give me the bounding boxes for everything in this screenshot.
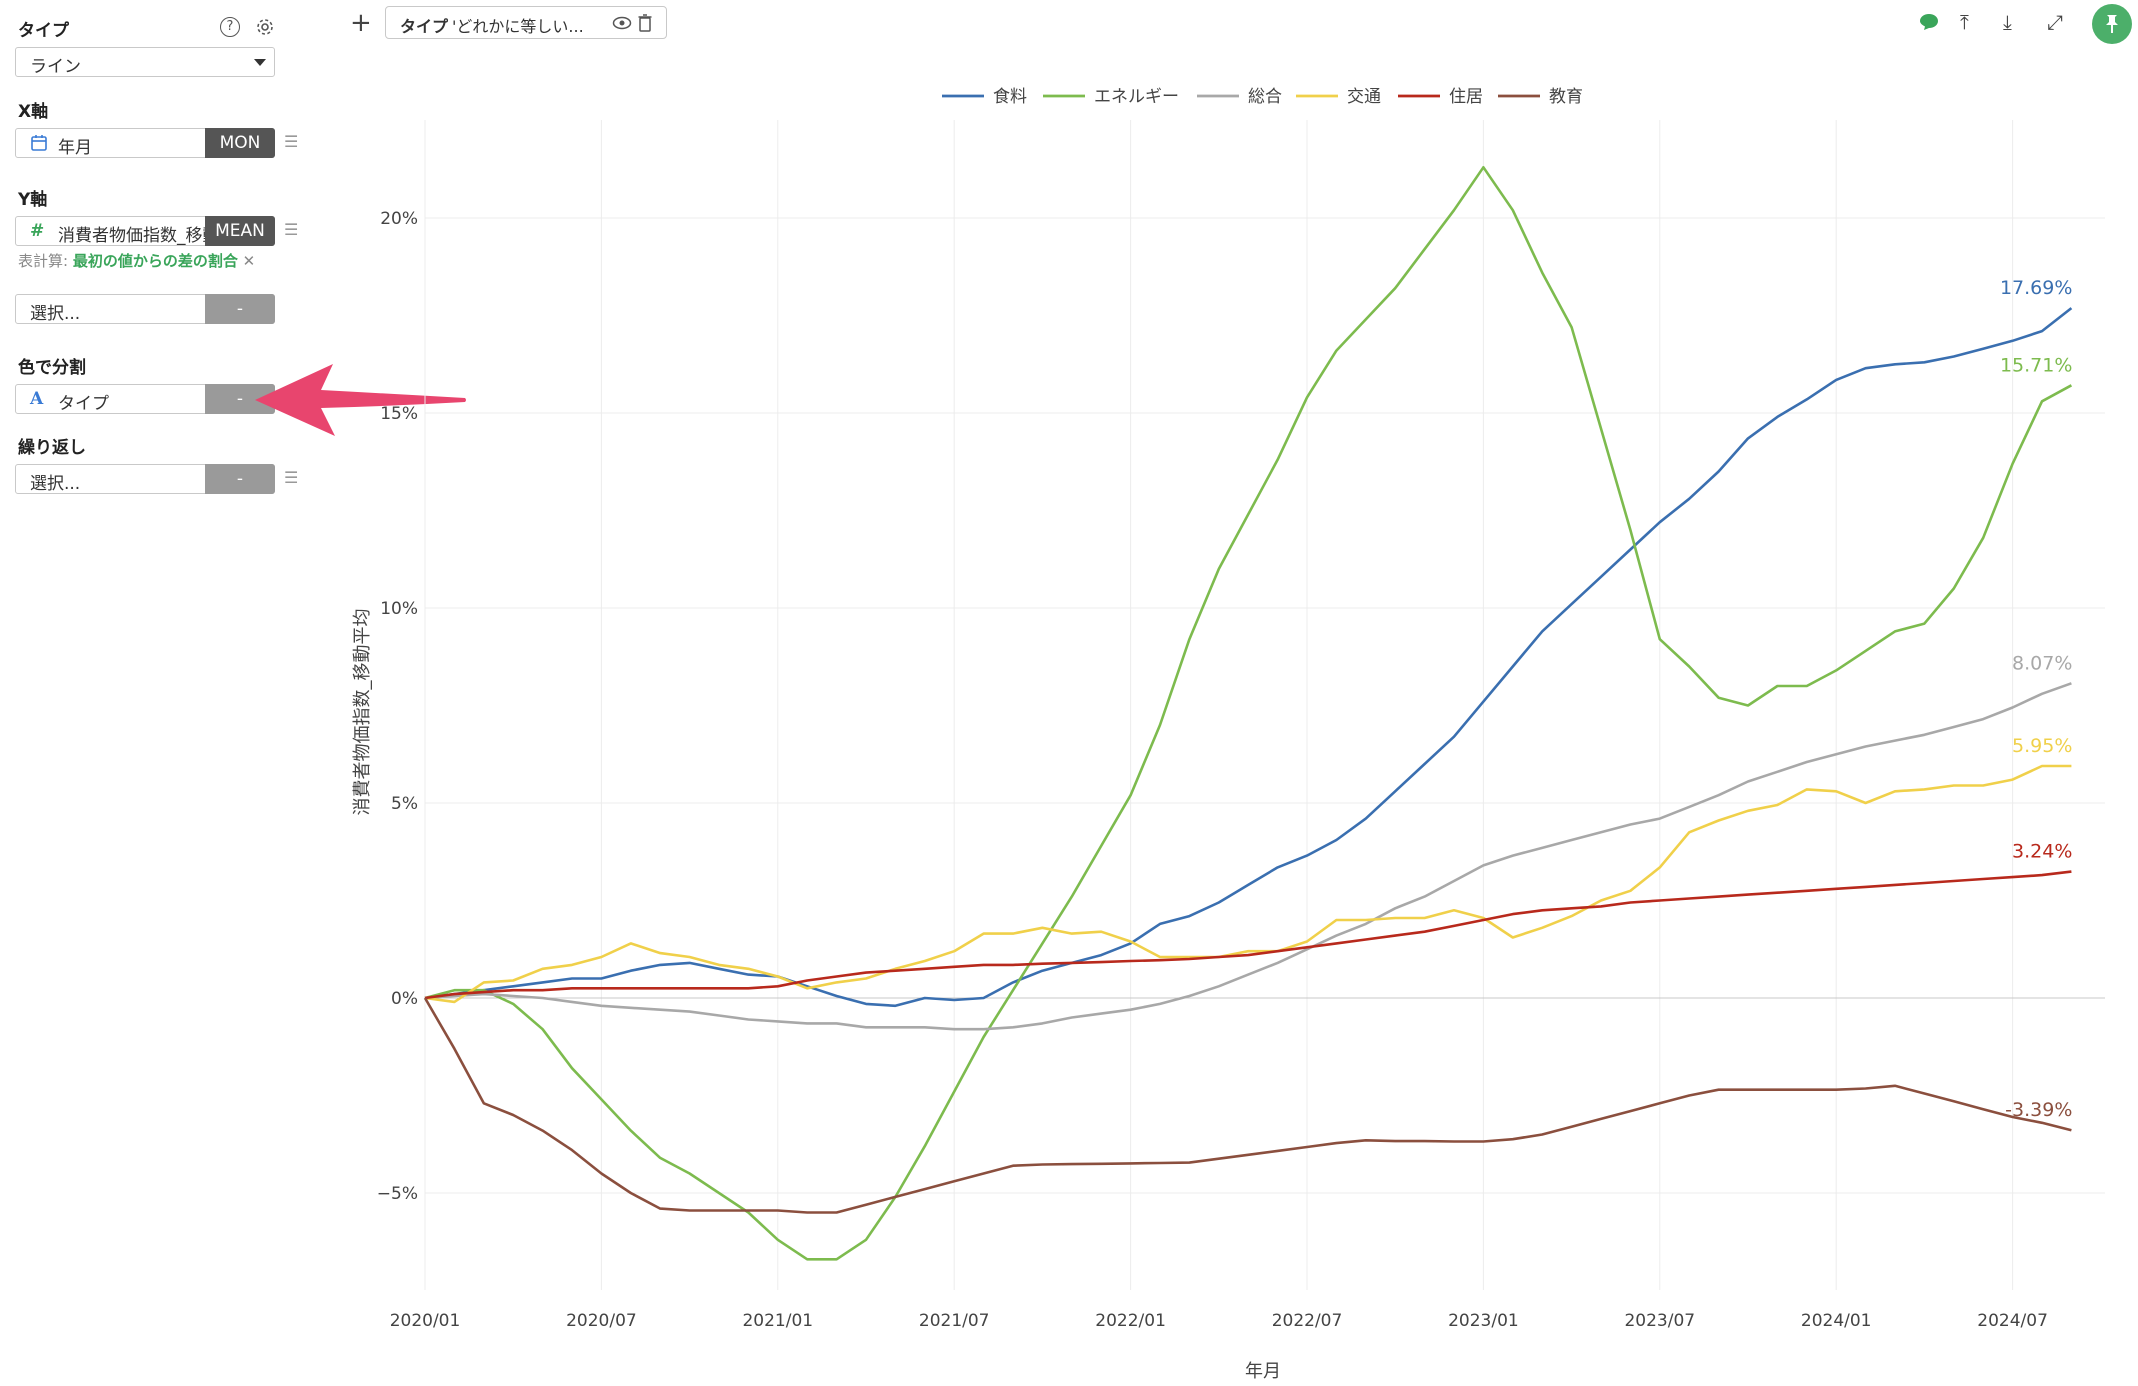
table-calculation-value[interactable]: 最初の値からの差の割合 [72,252,238,270]
eye-icon[interactable] [612,16,632,30]
filter-chip[interactable]: タイプ 'どれかに等しい... [385,6,667,39]
x-axis-label: X軸 [18,102,49,122]
x-tick-label: 2024/07 [1977,1311,2048,1331]
extra-field-placeholder: 選択... [30,304,81,324]
chart-legend[interactable]: 食料 エネルギー 総合 交通 住居 教育 [942,87,1583,107]
repeat-label: 繰り返し [18,438,86,458]
y-axis-field[interactable]: # 消費者物価指数_移動平均 MEAN [15,216,275,246]
add-filter-button[interactable]: + [350,8,372,38]
x-tick-label: 2020/01 [390,1311,461,1331]
y-axis-field-name: 消費者物価指数_移動平均 [58,226,206,246]
number-type-icon: # [30,221,45,241]
series-line [424,166,2073,1261]
legend-item: 食料 [993,87,1027,107]
pin-button[interactable] [2092,4,2132,44]
filter-field-name: タイプ [400,17,449,36]
y-tick-label: 20% [380,209,418,229]
legend-item: エネルギー [1094,87,1179,107]
color-split-field-name: タイプ [58,394,109,414]
x-tick-label: 2022/07 [1272,1311,1343,1331]
extra-field-button[interactable]: - [205,294,275,324]
x-tick-label: 2024/01 [1801,1311,1872,1331]
legend-item: 教育 [1549,87,1583,107]
x-axis-field-name: 年月 [58,138,92,158]
extra-field-select[interactable]: 選択... - [15,294,275,324]
trash-icon[interactable] [638,14,652,32]
repeat-field-button[interactable]: - [205,464,275,494]
close-icon[interactable]: ✕ [242,252,256,270]
y-axis-aggregation-button[interactable]: MEAN [205,216,275,246]
filter-condition: 'どれかに等しい... [452,17,584,36]
series-end-label: 17.69% [2000,277,2072,299]
legend-item: 総合 [1248,87,1282,107]
repeat-field-select[interactable]: 選択... - [15,464,275,494]
legend-item: 交通 [1347,87,1381,107]
chart-grid [424,120,2105,1290]
annotation-arrow-icon [255,364,466,436]
series-end-label: 5.95% [2012,735,2072,757]
x-tick-label: 2021/07 [919,1311,990,1331]
series-end-label: -3.39% [2005,1099,2072,1121]
comment-icon[interactable] [1919,13,1939,31]
table-calculation-prefix: 表計算: [18,252,69,270]
chart-axes: 2020/01 2020/07 2021/01 2021/07 2022/01 2022/… [377,209,2048,1331]
expand-icon[interactable]: ⤢ [2047,10,2063,34]
repeat-menu-icon[interactable]: ☰ [284,468,299,487]
text-type-icon: A [30,389,44,409]
y-tick-label: 0% [391,989,418,1009]
chevron-down-icon [254,59,266,66]
series-end-label: 8.07% [2012,652,2072,674]
x-axis-field[interactable]: 年月 MON [15,128,275,158]
repeat-field-placeholder: 選択... [30,474,81,494]
series-line [424,307,2073,1008]
color-split-label: 色で分割 [18,358,86,378]
y-axis-label: Y軸 [18,190,48,210]
y-tick-label: −5% [377,1184,418,1204]
calendar-icon [31,135,47,151]
chart-type-value: ライン [30,57,81,77]
x-tick-label: 2021/01 [742,1311,813,1331]
chart-series: 17.69% 15.71% 8.07% 5.95% 3.24% -3.39% [423,166,2073,1261]
y-tick-label: 10% [380,599,418,619]
series-line [424,870,2072,1000]
x-axis-title: 年月 [1245,1361,1281,1382]
y-tick-label: 15% [380,404,418,424]
y-axis-title: 消費者物価指数_移動平均 [352,609,373,816]
x-axis-menu-icon[interactable]: ☰ [284,132,299,151]
x-tick-label: 2022/01 [1095,1311,1166,1331]
y-tick-label: 5% [391,794,418,814]
series-end-label: 3.24% [2012,841,2072,863]
color-split-field[interactable]: A タイプ - [15,384,275,414]
y-axis-menu-icon[interactable]: ☰ [284,220,299,239]
legend-item: 住居 [1449,87,1483,107]
series-line [424,764,2072,1004]
x-axis-aggregation-button[interactable]: MON [205,128,275,158]
gear-icon[interactable] [254,16,276,38]
type-label: タイプ [18,21,69,41]
download-icon[interactable]: ⤓ [2003,10,2012,34]
x-tick-label: 2023/01 [1448,1311,1519,1331]
chart-settings-panel: タイプ ? ライン X軸 年月 MON ☰ Y軸 # 消費者物価指数_移動平均 … [0,0,310,1386]
pin-icon [2106,15,2118,33]
upload-icon[interactable]: ⤒ [1960,10,1969,34]
series-line [424,682,2072,1031]
chart-type-select[interactable]: ライン [15,47,275,77]
series-end-label: 15.71% [2000,354,2072,376]
x-tick-label: 2023/07 [1624,1311,1695,1331]
table-calculation: 表計算: 最初の値からの差の割合 ✕ [18,250,255,271]
help-icon[interactable]: ? [220,17,240,37]
series-line [423,997,2072,1214]
x-tick-label: 2020/07 [566,1311,637,1331]
